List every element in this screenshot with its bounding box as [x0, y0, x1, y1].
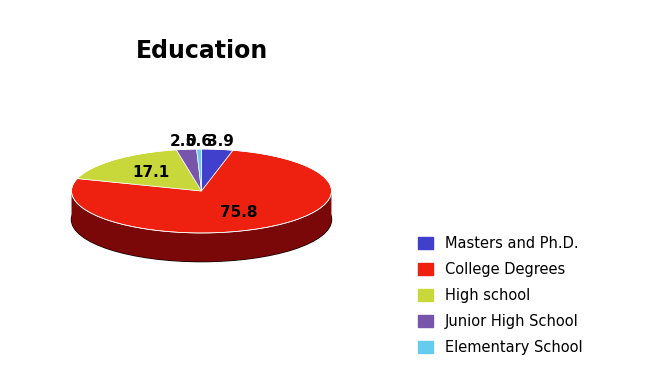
Text: 2.5: 2.5 [170, 134, 197, 149]
Text: Education: Education [135, 39, 268, 63]
Polygon shape [72, 189, 332, 262]
Polygon shape [202, 149, 233, 191]
Text: 3.9: 3.9 [207, 134, 234, 149]
Legend: Masters and Ph.D., College Degrees, High school, Junior High School, Elementary : Masters and Ph.D., College Degrees, High… [419, 236, 582, 355]
Polygon shape [77, 150, 202, 191]
Ellipse shape [72, 178, 332, 262]
Polygon shape [176, 149, 202, 191]
Polygon shape [72, 150, 332, 233]
Text: 75.8: 75.8 [220, 205, 257, 220]
Polygon shape [196, 149, 202, 191]
Text: 17.1: 17.1 [133, 165, 170, 180]
Text: 0.6: 0.6 [185, 134, 212, 149]
